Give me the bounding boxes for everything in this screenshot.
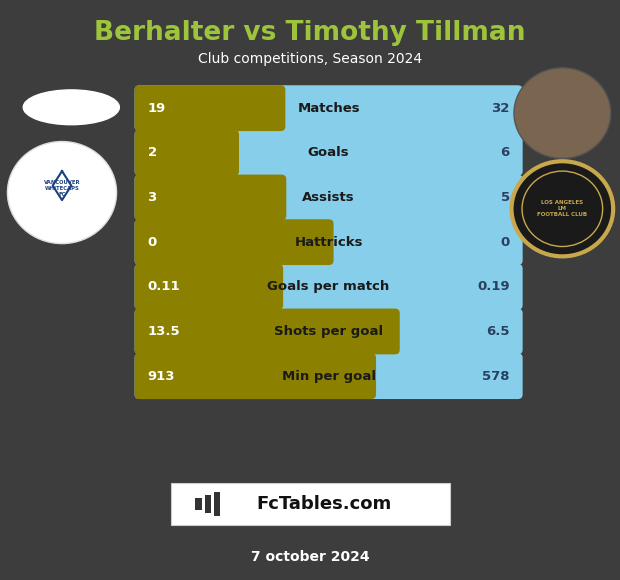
Text: 0: 0	[148, 235, 157, 249]
Text: Hattricks: Hattricks	[294, 235, 363, 249]
Text: 2: 2	[148, 146, 157, 160]
Text: Shots per goal: Shots per goal	[274, 325, 383, 338]
Text: 32: 32	[491, 102, 510, 115]
Text: 0: 0	[500, 235, 510, 249]
FancyBboxPatch shape	[135, 219, 334, 265]
Text: 7 october 2024: 7 october 2024	[250, 550, 370, 564]
Text: 19: 19	[148, 102, 166, 115]
Circle shape	[512, 161, 613, 256]
Text: Matches: Matches	[297, 102, 360, 115]
FancyBboxPatch shape	[214, 492, 220, 516]
Text: Min per goal: Min per goal	[281, 369, 376, 383]
FancyBboxPatch shape	[135, 85, 523, 131]
Text: Berhalter vs Timothy Tillman: Berhalter vs Timothy Tillman	[94, 20, 526, 46]
FancyBboxPatch shape	[135, 264, 283, 310]
FancyBboxPatch shape	[170, 483, 450, 525]
Text: Goals: Goals	[308, 146, 350, 160]
Text: 6: 6	[500, 146, 510, 160]
Circle shape	[7, 142, 117, 244]
FancyBboxPatch shape	[195, 498, 202, 510]
FancyBboxPatch shape	[135, 353, 523, 399]
FancyBboxPatch shape	[135, 219, 523, 265]
Circle shape	[514, 68, 611, 158]
FancyBboxPatch shape	[135, 309, 400, 354]
Text: LOS ANGELES
LM
FOOTBALL CLUB: LOS ANGELES LM FOOTBALL CLUB	[538, 201, 587, 217]
Text: FcTables.com: FcTables.com	[256, 495, 392, 513]
FancyBboxPatch shape	[135, 85, 285, 131]
FancyBboxPatch shape	[135, 130, 523, 176]
Text: 0.11: 0.11	[148, 280, 180, 293]
FancyBboxPatch shape	[135, 130, 239, 176]
FancyBboxPatch shape	[135, 175, 523, 220]
Ellipse shape	[24, 90, 120, 125]
FancyBboxPatch shape	[135, 309, 523, 354]
Text: 0.19: 0.19	[477, 280, 510, 293]
Circle shape	[522, 171, 603, 246]
FancyBboxPatch shape	[205, 495, 211, 513]
Text: VANCOUVER
WHITECAPS
FC: VANCOUVER WHITECAPS FC	[43, 180, 81, 197]
FancyBboxPatch shape	[135, 264, 523, 310]
Text: 3: 3	[148, 191, 157, 204]
Text: Club competitions, Season 2024: Club competitions, Season 2024	[198, 52, 422, 66]
Text: 6.5: 6.5	[486, 325, 510, 338]
Text: 5: 5	[500, 191, 510, 204]
Text: 13.5: 13.5	[148, 325, 180, 338]
Text: Goals per match: Goals per match	[267, 280, 390, 293]
FancyBboxPatch shape	[135, 175, 286, 220]
Text: 578: 578	[482, 369, 510, 383]
FancyBboxPatch shape	[135, 353, 376, 399]
Text: Assists: Assists	[303, 191, 355, 204]
Text: 913: 913	[148, 369, 175, 383]
